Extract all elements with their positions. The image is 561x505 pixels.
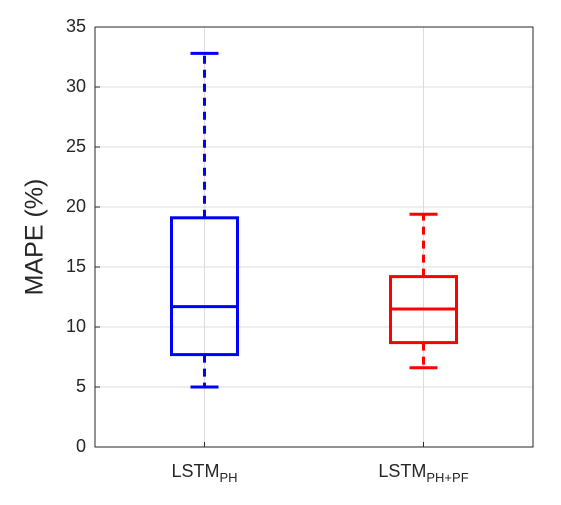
- plot-area: [95, 27, 533, 447]
- y-tick-label: 15: [66, 256, 86, 276]
- category-name: LSTM: [378, 461, 426, 481]
- category-subscript: PH: [219, 470, 237, 485]
- y-tick-label: 35: [66, 16, 86, 36]
- box: [170, 216, 239, 357]
- y-tick-label: 10: [66, 316, 86, 336]
- y-tick-label: 5: [76, 376, 86, 396]
- y-tick-label: 25: [66, 136, 86, 156]
- y-tick-label: 0: [76, 436, 86, 456]
- y-tick-label: 20: [66, 196, 86, 216]
- category-subscript: PH+PF: [426, 470, 468, 485]
- x-tick-label: LSTMPH+PF: [378, 461, 468, 486]
- plot-frame: [94, 26, 534, 448]
- y-tick-label: 30: [66, 76, 86, 96]
- y-axis-label: MAPE (%): [21, 179, 49, 296]
- category-name: LSTM: [171, 461, 219, 481]
- x-tick-label: LSTMPH: [171, 461, 237, 486]
